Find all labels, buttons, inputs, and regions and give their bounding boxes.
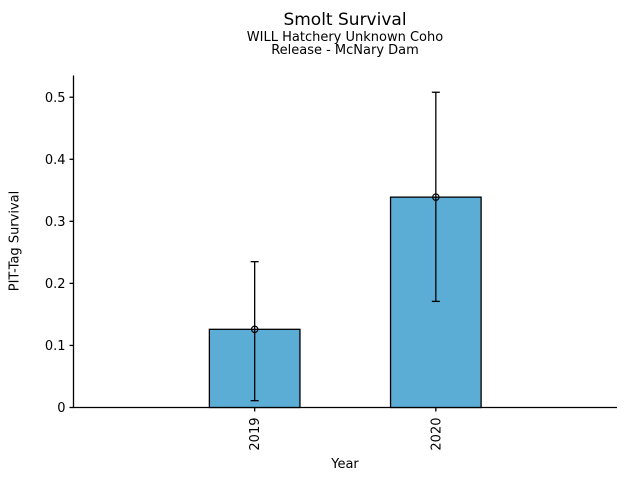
y-tick-label: 0.4 [45,153,66,168]
y-tick-label: 0 [57,401,65,416]
y-tick-label: 0.1 [45,339,66,354]
x-tick-label: 2020 [429,418,444,451]
x-axis-label: Year [331,457,359,472]
chart-subtitle-line1: WILL Hatchery Unknown Coho [246,30,444,45]
marker-point [250,325,259,334]
marker-point [432,193,440,201]
x-tick-label: 2019 [248,418,263,451]
y-tick-label: 0.2 [45,277,66,292]
chart-subtitle-line2: Release - McNary Dam [271,43,419,58]
y-tick-label: 0.5 [45,91,66,106]
y-tick-label: 0.3 [45,215,66,230]
chart-title: Smolt Survival [283,10,407,30]
